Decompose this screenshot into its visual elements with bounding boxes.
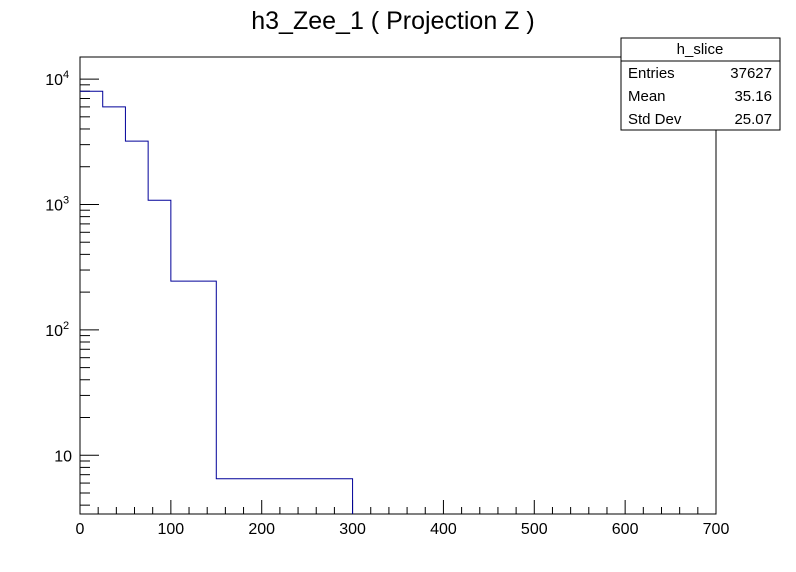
x-tick-label: 0 xyxy=(76,521,85,538)
x-tick-label: 500 xyxy=(521,521,548,538)
x-tick-label: 700 xyxy=(703,521,730,538)
stats-mean-label: Mean xyxy=(628,88,666,105)
y-tick-exponent: 4 xyxy=(63,69,69,81)
stats-stddev-label: Std Dev xyxy=(628,111,682,128)
y-tick-label: 10 xyxy=(45,197,63,214)
x-tick-label: 300 xyxy=(339,521,366,538)
plot-frame xyxy=(79,56,717,515)
y-tick-exponent: 2 xyxy=(63,320,69,332)
stats-box-frame xyxy=(620,37,781,131)
stats-entries-value: 37627 xyxy=(730,65,772,82)
histogram-line xyxy=(80,90,354,514)
y-tick-exponent: 3 xyxy=(63,194,69,206)
stats-mean-value: 35.16 xyxy=(734,88,772,105)
chart-title: h3_Zee_1 ( Projection Z ) xyxy=(251,7,534,35)
x-tick-labels: 0 100 200 300 400 500 600 700 xyxy=(76,521,730,538)
stats-stddev-value: 25.07 xyxy=(734,111,772,128)
stats-box-name: h_slice xyxy=(677,41,724,58)
stats-box: h_slice Entries 37627 Mean 35.16 Std Dev… xyxy=(620,37,781,131)
x-tick-label: 100 xyxy=(158,521,185,538)
y-tick-label: 10 xyxy=(45,323,63,340)
x-tick-label: 600 xyxy=(612,521,639,538)
x-tick-label: 400 xyxy=(430,521,457,538)
axis-ticks xyxy=(79,78,717,514)
x-tick-label: 200 xyxy=(248,521,275,538)
y-tick-label: 10 xyxy=(54,448,72,465)
stats-entries-label: Entries xyxy=(628,65,675,82)
y-tick-label: 10 xyxy=(45,72,63,89)
